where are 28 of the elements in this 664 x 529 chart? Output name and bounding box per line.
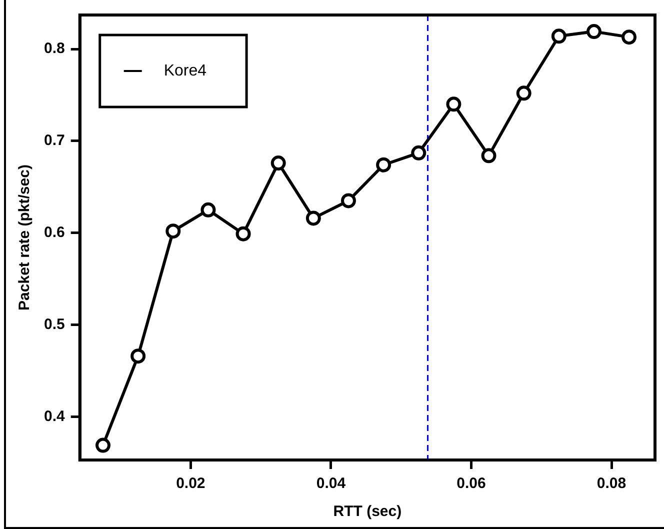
- legend-label: Kore4: [164, 62, 207, 80]
- point: [236, 226, 251, 242]
- point: [516, 86, 532, 101]
- point: [586, 24, 602, 40]
- point: [270, 156, 286, 171]
- x-tick-label: 0.06: [456, 475, 486, 492]
- x-tick-label: 0.02: [176, 475, 206, 492]
- y-tick-label: 0.6: [44, 224, 65, 242]
- x-tick-label: 0.08: [596, 475, 626, 492]
- y-tick-label: 0.8: [44, 40, 65, 58]
- y-tick-label: 0.7: [44, 132, 65, 150]
- point: [481, 148, 496, 164]
- x-axis-title: RTT (sec): [333, 503, 402, 520]
- point: [446, 96, 462, 112]
- x-tick-label: 0.04: [316, 475, 346, 492]
- point: [340, 193, 356, 208]
- point: [411, 145, 426, 160]
- point: [200, 202, 216, 218]
- y-tick-label: 0.5: [44, 316, 65, 333]
- point: [96, 438, 110, 453]
- point: [622, 30, 637, 45]
- y-axis-title: Packet rate (pkt/sec): [16, 164, 34, 310]
- point: [166, 224, 181, 239]
- point: [376, 157, 392, 172]
- point: [306, 210, 321, 226]
- y-tick-label: 0.4: [44, 408, 66, 425]
- point: [130, 348, 146, 364]
- point: [551, 28, 566, 44]
